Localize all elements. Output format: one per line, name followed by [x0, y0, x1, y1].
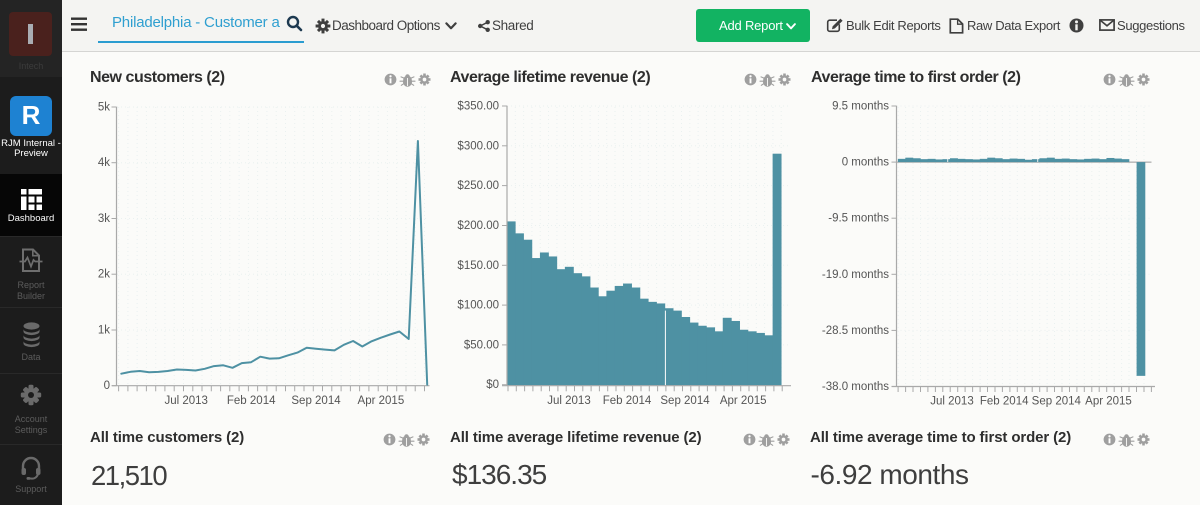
svg-text:Apr 2015: Apr 2015 [1085, 396, 1132, 408]
svg-text:Feb 2014: Feb 2014 [227, 395, 276, 407]
svg-text:3k: 3k [98, 213, 110, 225]
svg-text:Apr 2015: Apr 2015 [720, 395, 767, 407]
svg-text:5k: 5k [98, 102, 110, 114]
svg-text:2k: 2k [98, 269, 110, 281]
svg-text:$50.00: $50.00 [464, 339, 499, 351]
svg-text:$0: $0 [486, 379, 499, 391]
svg-text:1k: 1k [98, 325, 110, 337]
svg-text:4k: 4k [98, 157, 110, 169]
svg-text:0 months: 0 months [842, 157, 890, 169]
svg-text:-28.5 months: -28.5 months [822, 325, 889, 337]
svg-text:$250.00: $250.00 [457, 180, 499, 192]
svg-text:$200.00: $200.00 [457, 220, 499, 232]
svg-text:Feb 2014: Feb 2014 [603, 395, 652, 407]
svg-text:Sep 2014: Sep 2014 [660, 395, 710, 407]
svg-text:$300.00: $300.00 [457, 140, 499, 152]
svg-text:Feb 2014: Feb 2014 [980, 396, 1029, 408]
svg-text:Apr 2015: Apr 2015 [358, 395, 405, 407]
svg-text:Jul 2013: Jul 2013 [547, 395, 590, 407]
svg-text:Jul 2013: Jul 2013 [930, 396, 973, 408]
svg-text:$150.00: $150.00 [457, 260, 499, 272]
svg-text:-38.0 months: -38.0 months [822, 381, 889, 393]
svg-text:Sep 2014: Sep 2014 [291, 395, 341, 407]
svg-text:$350.00: $350.00 [457, 101, 499, 113]
svg-text:-19.0 months: -19.0 months [822, 269, 889, 281]
svg-text:$100.00: $100.00 [457, 300, 499, 312]
svg-text:0: 0 [104, 380, 110, 392]
svg-text:Sep 2014: Sep 2014 [1032, 396, 1082, 408]
svg-text:-9.5 months: -9.5 months [828, 213, 889, 225]
svg-text:9.5 months: 9.5 months [832, 101, 889, 113]
svg-text:Jul 2013: Jul 2013 [164, 395, 207, 407]
